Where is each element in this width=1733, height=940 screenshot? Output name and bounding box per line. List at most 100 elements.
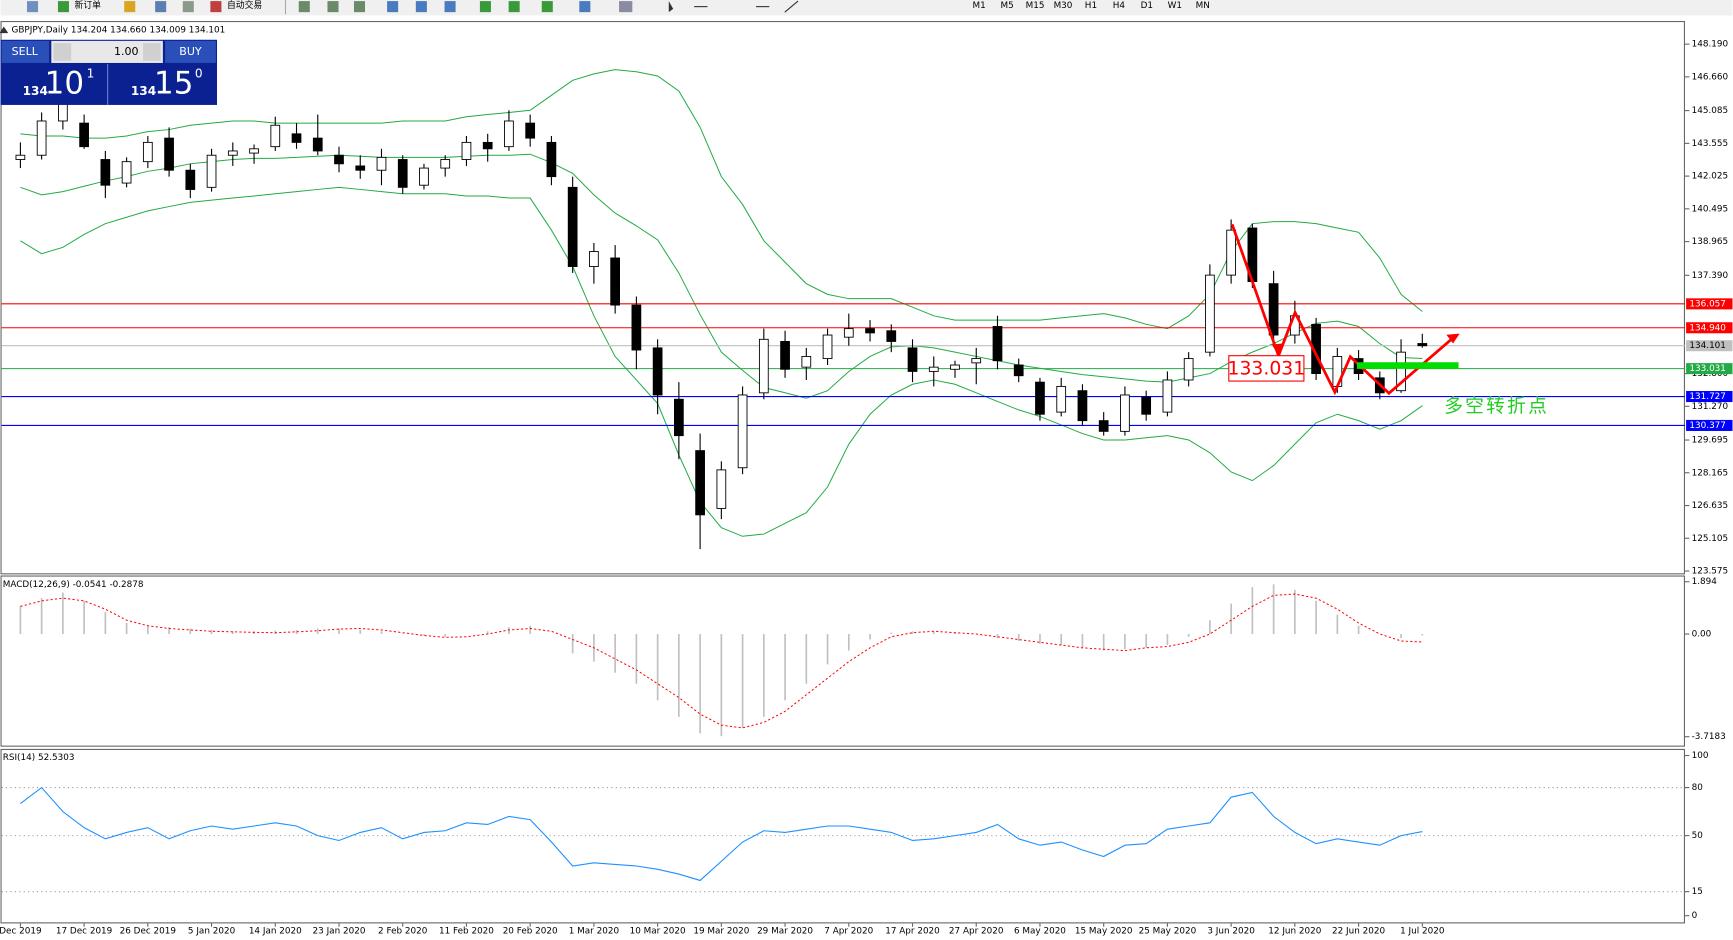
candle-body [440, 159, 451, 169]
candle-body [907, 347, 918, 372]
timeframe[interactable]: M5 [1000, 1, 1013, 11]
candle-body [1162, 379, 1173, 413]
buy-big[interactable]: 134 [131, 84, 156, 98]
sell-button[interactable] [1, 40, 50, 63]
lot-value[interactable]: 1.00 [114, 45, 139, 58]
rsi-line [20, 786, 1423, 882]
icon[interactable] [444, 1, 456, 13]
icon[interactable] [155, 1, 167, 13]
icon[interactable] [27, 1, 39, 13]
x-tick-label: 7 Apr 2020 [824, 927, 873, 937]
buy-point[interactable]: 0 [195, 67, 203, 81]
timeframe[interactable]: H1 [1085, 1, 1097, 11]
candle-body [822, 334, 833, 360]
auto-trading[interactable]: 自动交易 [227, 0, 262, 11]
x-tick-label: 27 Apr 2020 [949, 927, 1004, 937]
candle-body [1141, 396, 1152, 415]
lot-box[interactable] [51, 40, 163, 63]
icon[interactable] [415, 1, 427, 13]
x-tick-label: Dec 2019 [0, 927, 42, 937]
candle-body [674, 398, 684, 437]
level-label-bg [1686, 298, 1733, 310]
lot-down[interactable] [53, 43, 72, 61]
sell-big[interactable]: 134 [23, 84, 48, 98]
buy-button[interactable] [165, 40, 216, 63]
x-tick-label: 26 Dec 2019 [120, 927, 176, 937]
candle-body [567, 186, 578, 267]
sell-label[interactable]: SELL [12, 45, 39, 58]
icon[interactable] [327, 1, 339, 13]
icon[interactable] [210, 1, 222, 13]
timeframe[interactable]: H4 [1113, 1, 1126, 11]
buy-label[interactable]: BUY [179, 45, 202, 58]
candle-body [971, 358, 982, 364]
icon[interactable] [124, 1, 136, 13]
candle-body [610, 257, 621, 306]
x-tick-label: 22 Jun 2020 [1332, 927, 1385, 937]
sell-pips[interactable]: 10 [45, 66, 84, 102]
timeframe[interactable]: M1 [973, 1, 986, 11]
candle-body [1417, 343, 1428, 347]
y-tick-label: 143.555 [1692, 139, 1729, 149]
candle-body [737, 394, 748, 469]
icon[interactable] [619, 1, 633, 13]
macd-title: MACD(12,26,9) -0.0541 -0.2878 [3, 580, 144, 590]
rsi-pane [0, 748, 1685, 924]
level-label: 134.940 [1689, 323, 1726, 333]
level-label: 130.377 [1689, 421, 1726, 431]
candle-body [227, 150, 238, 156]
y-tick-label: 1.894 [1692, 577, 1718, 587]
icon[interactable] [387, 1, 399, 13]
candle-body [780, 341, 790, 370]
y-tick-label: 131.270 [1692, 402, 1729, 412]
candle-body [758, 338, 769, 394]
signal-line [20, 593, 1423, 729]
candle-body [461, 141, 472, 160]
annotation: 多空转折点 [1444, 395, 1549, 417]
timeframe[interactable]: M15 [1026, 1, 1045, 11]
icon[interactable] [182, 1, 194, 13]
candle-body [249, 148, 259, 154]
buy-pips[interactable]: 15 [154, 66, 193, 102]
level-label-bg [1686, 322, 1733, 334]
x-tick-label: 14 Jan 2020 [249, 927, 302, 937]
lot-up[interactable] [142, 43, 161, 61]
y-tick-label: 129.695 [1692, 436, 1729, 446]
timeframe[interactable]: W1 [1168, 1, 1182, 11]
candle-body [79, 122, 89, 148]
x-tick-label: 1 Mar 2020 [569, 927, 620, 937]
candle-body [1120, 394, 1130, 432]
icon[interactable] [353, 1, 366, 13]
y-tick-label: 125.105 [1692, 534, 1729, 544]
arrow-head [1446, 333, 1460, 344]
chart-title: GBPJPY,Daily 134.204 134.660 134.009 134… [12, 25, 226, 35]
cursor-icon[interactable] [668, 1, 674, 13]
candle-body [1077, 390, 1088, 422]
timeframe[interactable]: D1 [1141, 1, 1153, 11]
icon[interactable] [579, 1, 591, 13]
icon[interactable] [541, 1, 553, 13]
candle-body [121, 161, 132, 184]
icon[interactable] [57, 1, 69, 13]
icon[interactable] [479, 1, 491, 13]
x-tick-label: 25 May 2020 [1139, 927, 1197, 937]
x-tick-label: 17 Dec 2019 [56, 927, 112, 937]
sell-point[interactable]: 1 [87, 67, 95, 81]
icon[interactable] [508, 1, 520, 13]
rsi-title: RSI(14) 52.5303 [3, 753, 75, 763]
y-tick-label: -3.7183 [1692, 732, 1726, 742]
y-tick-label: 0.00 [1692, 630, 1712, 640]
candle-body [992, 326, 1003, 362]
level-label: 133.031 [1689, 364, 1726, 374]
trendline-icon[interactable] [784, 0, 799, 13]
icon[interactable] [298, 1, 310, 13]
x-tick-label: 15 May 2020 [1075, 927, 1133, 937]
bollinger-band [20, 186, 1423, 537]
timeframe[interactable]: M30 [1054, 1, 1073, 11]
timeframe[interactable]: MN [1196, 1, 1210, 11]
candle-body [355, 165, 366, 171]
new-order[interactable]: 新订单 [75, 0, 102, 11]
bollinger-band [20, 69, 1423, 330]
